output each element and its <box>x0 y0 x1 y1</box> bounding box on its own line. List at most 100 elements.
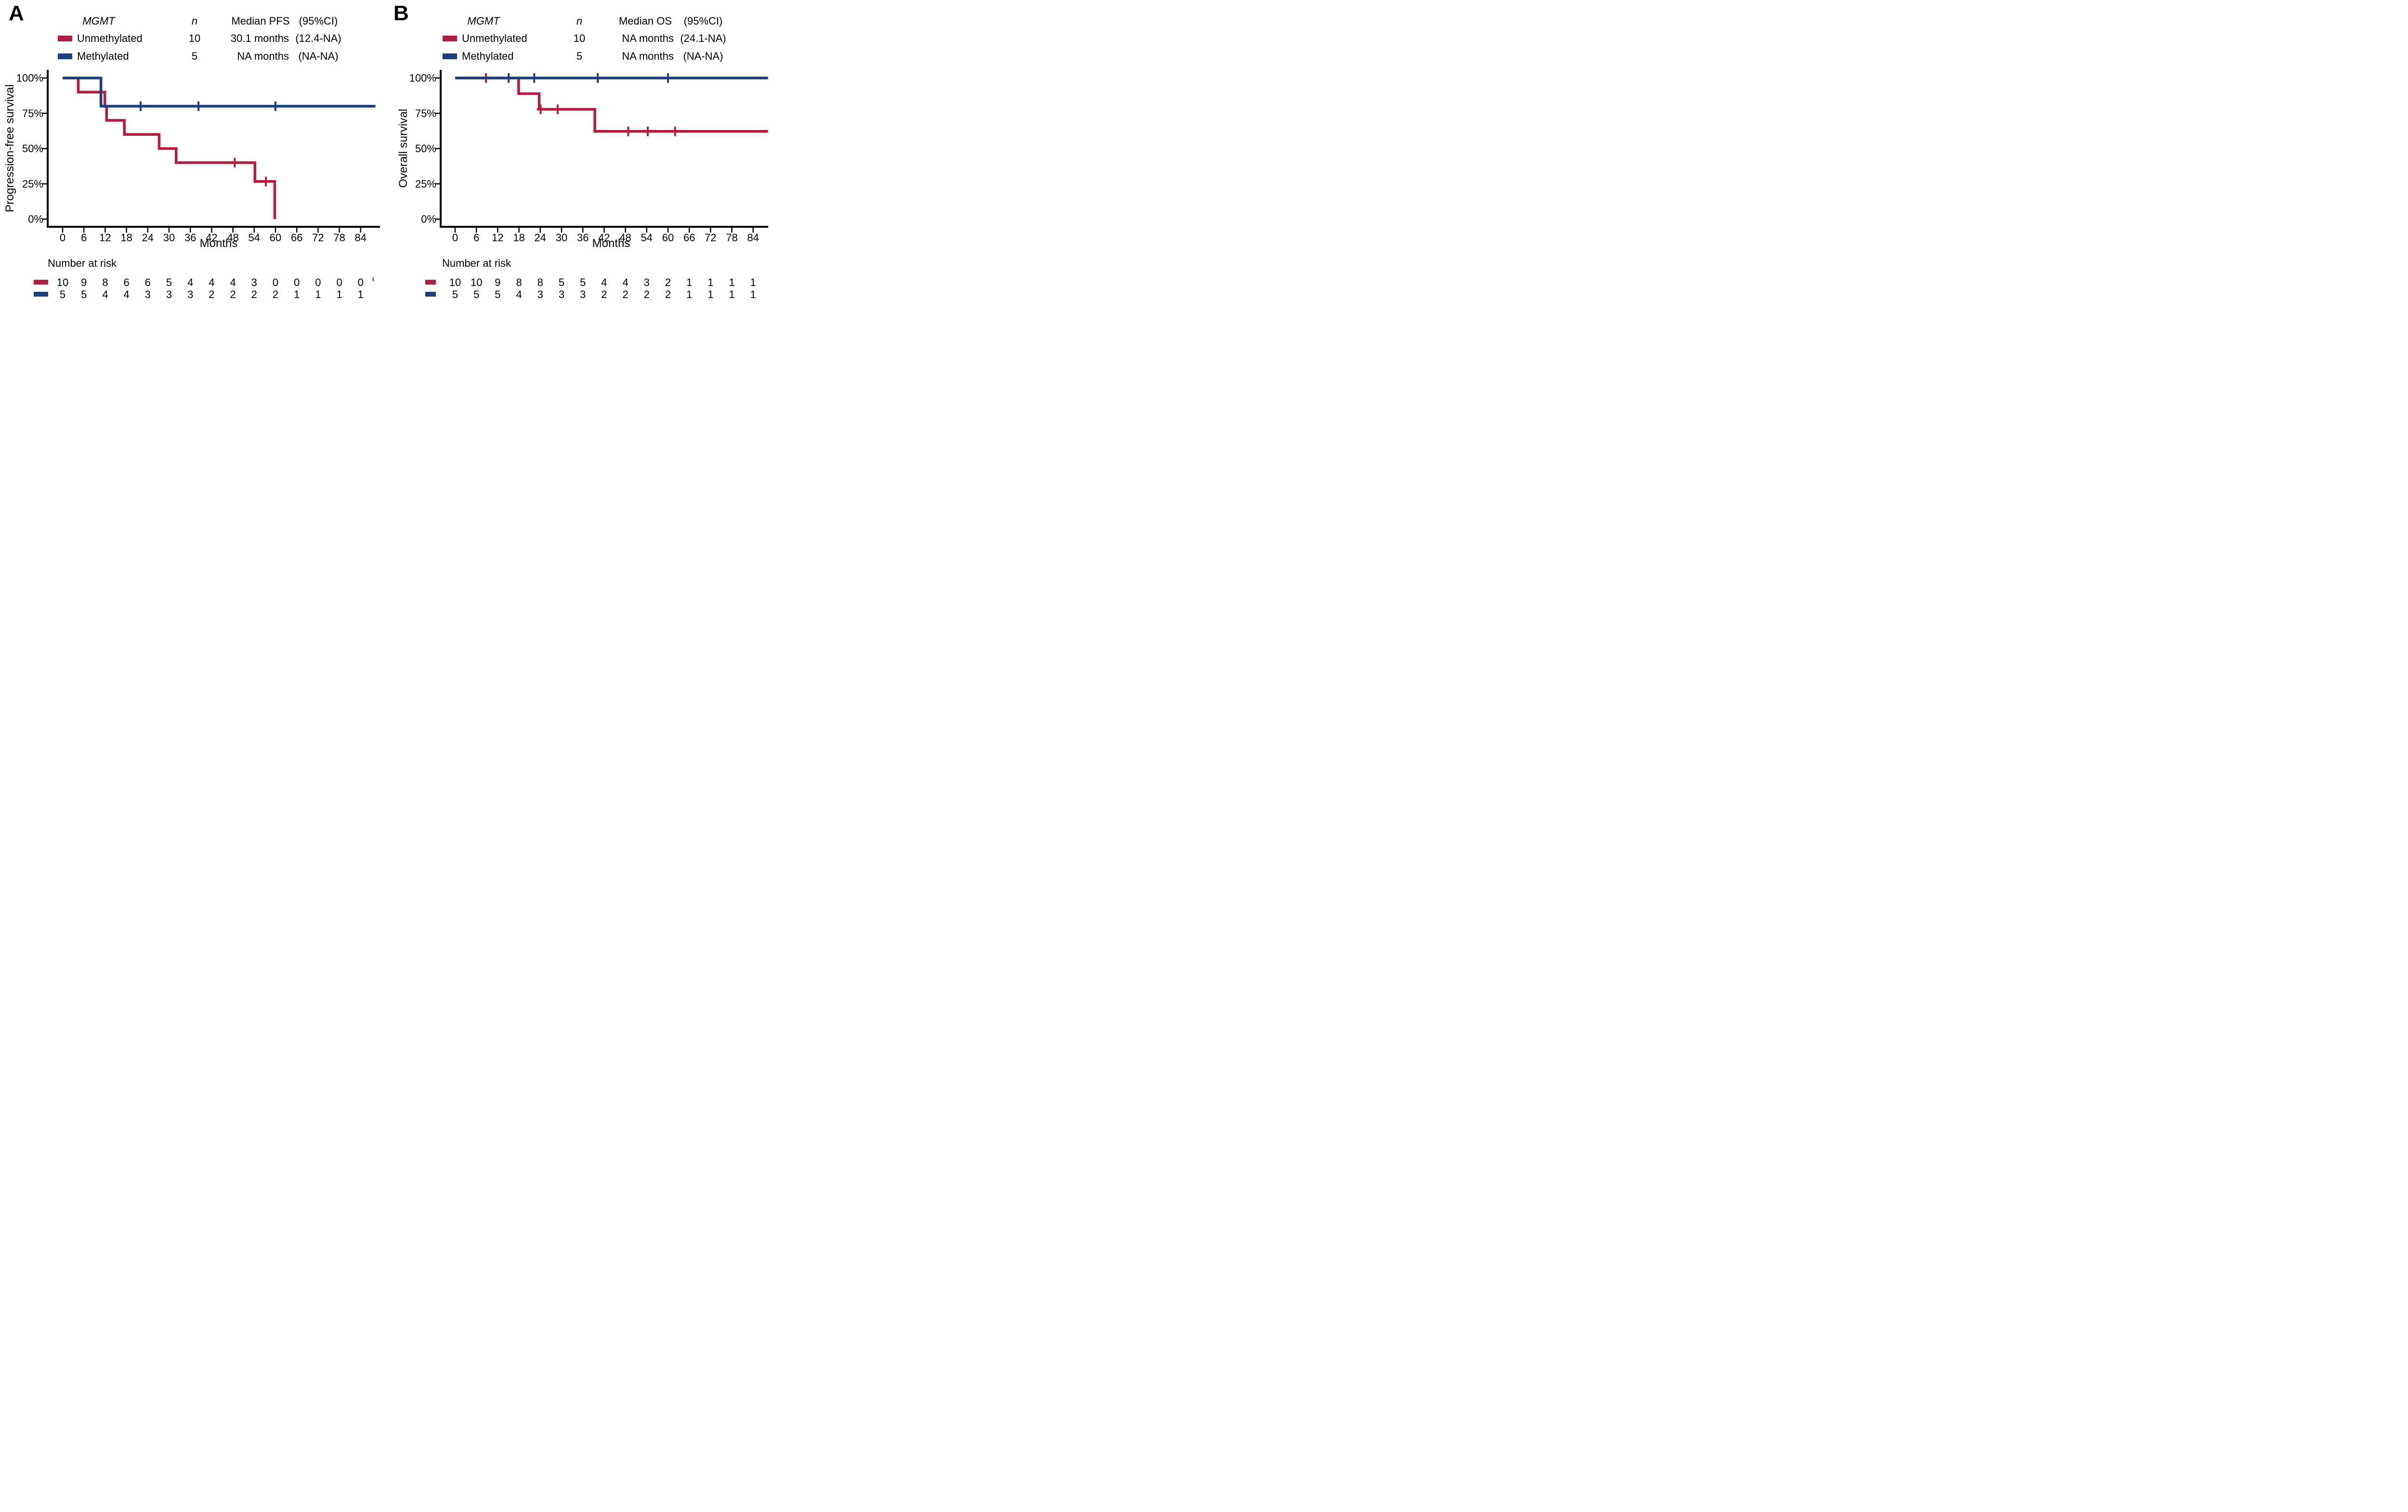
x-tick-label: 18 <box>513 232 524 244</box>
x-tick-label: 24 <box>535 232 546 244</box>
risk-value-methylated: 2 <box>622 288 628 300</box>
risk-value-unmethylated: 0 <box>273 276 278 288</box>
risk-value-methylated: 5 <box>60 288 65 300</box>
risk-swatch-unmethylated <box>34 280 48 285</box>
legend-group-label: Unmethylated <box>77 32 143 44</box>
risk-value-unmethylated: 4 <box>601 276 607 288</box>
km-plot-os: 0 6 12 18 24 30 36 42 48 54 60 66 72 78 84100%75%50%25… <box>409 70 768 300</box>
x-tick-label: 54 <box>249 232 260 244</box>
y-tick-label: 75% <box>22 107 43 119</box>
legend-median-value: NA months <box>237 50 289 62</box>
y-tick-label: 100% <box>16 72 43 84</box>
risk-value-unmethylated: 9 <box>495 276 500 288</box>
risk-value-unmethylated: 0 <box>315 276 321 288</box>
km-curve-methylated <box>63 77 376 108</box>
methylated-color-swatch <box>443 53 457 59</box>
x-tick-label: 6 <box>81 232 87 244</box>
risk-swatch-methylated <box>34 292 48 297</box>
legend-header-b: MGMT n Median OS (95%CI) <box>385 15 770 27</box>
methylated-color-swatch <box>58 53 72 59</box>
legend-header-n: n <box>576 15 583 27</box>
risk-value-unmethylated: 1 <box>707 276 713 288</box>
x-axis-title: Months <box>199 237 238 250</box>
legend-header-gene: MGMT <box>82 15 115 27</box>
legend-header-gene: MGMT <box>467 15 500 27</box>
risk-value-unmethylated: 2 <box>665 276 671 288</box>
legend-header-ci: (95%CI) <box>299 15 338 27</box>
y-tick-label: 25% <box>415 178 436 190</box>
legend-n-value: 10 <box>188 32 201 44</box>
x-tick-label: 30 <box>163 232 175 244</box>
x-tick-label: 30 <box>556 232 567 244</box>
risk-value-methylated: 3 <box>537 288 543 300</box>
y-tick-label: 75% <box>415 107 436 119</box>
risk-value-methylated: 2 <box>601 288 607 300</box>
risk-value-methylated: 2 <box>273 288 278 300</box>
legend-header-a: MGMT n Median PFS (95%CI) <box>0 15 385 27</box>
x-tick-label: 12 <box>492 232 503 244</box>
risk-value-methylated: 1 <box>707 288 713 300</box>
y-tick-label: 25% <box>22 178 43 190</box>
risk-value-methylated: 2 <box>665 288 671 300</box>
clipped-glyph <box>373 277 374 281</box>
x-tick-label: 12 <box>99 232 111 244</box>
number-at-risk-title: Number at risk <box>442 257 511 269</box>
panel-os: B MGMT n Median OS (95%CI) Unmethylated … <box>385 0 770 302</box>
risk-value-unmethylated: 0 <box>294 276 300 288</box>
risk-swatch-unmethylated <box>425 280 436 285</box>
risk-value-methylated: 4 <box>102 288 108 300</box>
risk-value-methylated: 5 <box>473 288 479 300</box>
risk-value-unmethylated: 1 <box>686 276 692 288</box>
x-tick-label: 42 <box>206 232 217 244</box>
risk-value-unmethylated: 3 <box>251 276 257 288</box>
x-tick-label: 84 <box>355 232 366 244</box>
legend-n-value: 5 <box>576 50 583 62</box>
risk-value-unmethylated: 3 <box>644 276 650 288</box>
risk-value-unmethylated: 6 <box>145 276 151 288</box>
panel-label-b: B <box>393 1 409 25</box>
risk-value-unmethylated: 10 <box>57 276 68 288</box>
risk-value-methylated: 2 <box>230 288 236 300</box>
x-tick-label: 42 <box>598 232 610 244</box>
x-tick-label: 0 <box>452 232 458 244</box>
y-tick-label: 100% <box>409 72 436 84</box>
x-tick-label: 72 <box>312 232 324 244</box>
legend-row-unmethylated-a: Unmethylated 10 30.1 months (12.4-NA) <box>0 33 385 44</box>
x-axis-title: Months <box>592 237 630 250</box>
risk-value-methylated: 3 <box>580 288 586 300</box>
risk-value-unmethylated: 10 <box>449 276 461 288</box>
risk-value-unmethylated: 5 <box>580 276 586 288</box>
risk-value-unmethylated: 8 <box>102 276 108 288</box>
risk-value-unmethylated: 8 <box>537 276 543 288</box>
x-tick-label: 48 <box>227 232 238 244</box>
risk-swatch-methylated <box>425 292 436 297</box>
risk-value-unmethylated: 1 <box>750 276 756 288</box>
risk-value-methylated: 5 <box>81 288 87 300</box>
risk-value-unmethylated: 1 <box>729 276 734 288</box>
legend-row-methylated-a: Methylated 5 NA months (NA-NA) <box>0 51 385 62</box>
unmethylated-color-swatch <box>58 36 72 41</box>
x-tick-label: 78 <box>726 232 737 244</box>
risk-value-unmethylated: 8 <box>516 276 522 288</box>
legend-row-unmethylated-b: Unmethylated 10 NA months (24.1-NA) <box>385 33 770 44</box>
x-tick-label: 48 <box>619 232 631 244</box>
legend-median-value: NA months <box>622 32 674 44</box>
risk-value-unmethylated: 9 <box>81 276 87 288</box>
risk-value-methylated: 4 <box>516 288 522 300</box>
legend-group-label: Methylated <box>462 50 514 62</box>
x-tick-label: 0 <box>60 232 65 244</box>
x-tick-label: 78 <box>333 232 345 244</box>
x-tick-label: 60 <box>662 232 674 244</box>
number-at-risk-title: Number at risk <box>48 257 117 269</box>
risk-value-unmethylated: 4 <box>230 276 236 288</box>
risk-value-methylated: 5 <box>452 288 458 300</box>
x-tick-label: 66 <box>291 232 302 244</box>
legend-row-methylated-b: Methylated 5 NA months (NA-NA) <box>385 51 770 62</box>
km-plot-pfs: 0 6 12 18 24 30 36 42 48 54 60 66 72 78 84100%75%50%25… <box>16 70 380 300</box>
panel-label-a: A <box>9 1 24 25</box>
x-tick-label: 60 <box>270 232 281 244</box>
legend-group-label: Unmethylated <box>462 32 527 44</box>
risk-value-methylated: 3 <box>145 288 151 300</box>
legend-group-label: Methylated <box>77 50 129 62</box>
risk-value-methylated: 1 <box>358 288 364 300</box>
